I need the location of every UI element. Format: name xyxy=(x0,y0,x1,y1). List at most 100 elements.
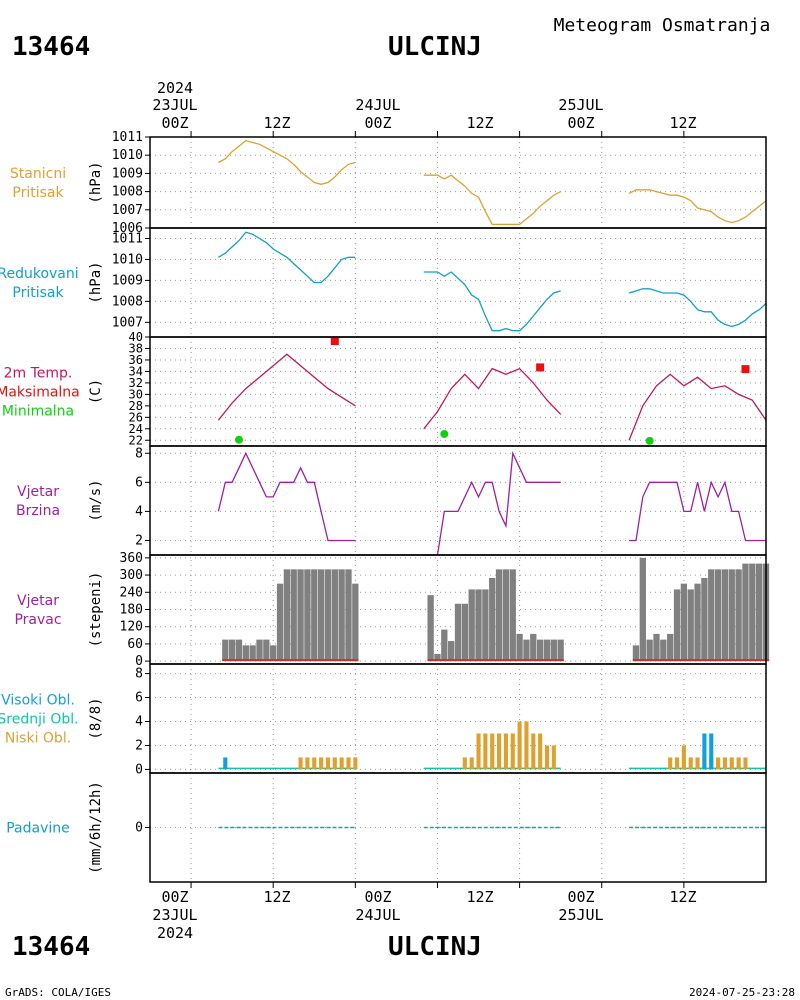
direction-bar xyxy=(454,603,462,662)
direction-bar xyxy=(653,633,660,662)
low-cloud-bar xyxy=(668,757,673,770)
low-cloud-bar xyxy=(332,757,337,770)
low-cloud-bar xyxy=(325,757,331,770)
station_pressure-ylabel: (hPa) xyxy=(88,161,104,203)
station_pressure-label-1: Pritisak xyxy=(12,185,64,201)
direction-bar xyxy=(324,569,332,662)
direction-bar xyxy=(304,569,311,662)
bottom-hour-label-6: 12Z xyxy=(669,888,696,906)
wind_direction-ytick-label: 120 xyxy=(120,620,143,635)
reduced_pressure-series-line-0 xyxy=(218,231,356,284)
clouds-label-1: Srednji Obl. xyxy=(0,712,79,728)
low-cloud-bar xyxy=(346,757,351,770)
wind_speed-label-0: Vjetar xyxy=(17,484,59,500)
temperature-ytick-label: 38 xyxy=(129,341,143,355)
direction-bar xyxy=(331,569,338,662)
tmax-marker-0 xyxy=(330,337,339,346)
top-hour-label-1: 00Z xyxy=(161,114,188,132)
direction-bar xyxy=(242,645,249,662)
top-date-label-3: 25JUL xyxy=(558,96,603,114)
wind_speed-ytick-label: 8 xyxy=(135,446,143,461)
low-cloud-bar xyxy=(688,757,693,770)
wind_direction-ytick-label: 60 xyxy=(127,637,143,652)
station_pressure-ytick-label: 1009 xyxy=(112,166,143,181)
footer-station-id: 13464 xyxy=(12,932,90,962)
low-cloud-bar xyxy=(319,757,324,770)
clouds-ylabel: (8/8) xyxy=(88,697,104,739)
wind_direction-ytick-label: 360 xyxy=(120,551,143,566)
top-year-label: 2024 xyxy=(157,79,193,97)
temperature-series-line-2 xyxy=(628,373,767,441)
top-date-label-2: 24JUL xyxy=(355,96,400,114)
direction-bar xyxy=(290,569,297,662)
low-cloud-bar xyxy=(551,745,556,770)
temperature-ytick-label: 22 xyxy=(129,433,143,447)
low-cloud-bar xyxy=(497,733,502,770)
direction-bar xyxy=(317,569,325,662)
station_pressure-frame xyxy=(149,136,767,229)
direction-bar xyxy=(694,583,701,662)
temperature-label-1: Maksimalna xyxy=(0,385,80,401)
high-cloud-bar xyxy=(702,733,707,770)
clouds-ytick-label: 0 xyxy=(135,762,143,777)
temperature-ylabel: (C) xyxy=(88,379,104,404)
direction-bar xyxy=(502,569,510,662)
timestamp-label: 2024-07-25-23:28 xyxy=(689,986,795,999)
direction-bar xyxy=(639,557,646,662)
wind_speed-ylabel: (m/s) xyxy=(88,479,104,521)
wind_direction-label-0: Vjetar xyxy=(17,593,59,609)
precipitation-label-0: Padavine xyxy=(6,821,70,837)
direction-bar xyxy=(756,563,763,662)
reduced_pressure-frame xyxy=(149,227,767,338)
wind_speed-series-line-0 xyxy=(217,451,356,542)
station_pressure-label-0: Stanicni xyxy=(10,166,66,182)
temperature-label-2: Minimalna xyxy=(2,404,74,420)
clouds-frame xyxy=(149,663,767,774)
bottom-hour-label-1: 00Z xyxy=(161,888,188,906)
direction-bar xyxy=(283,569,291,662)
low-cloud-bar xyxy=(517,721,522,770)
direction-bar xyxy=(448,641,455,662)
tmax-marker-1 xyxy=(536,363,545,372)
wind_direction-ytick-label: 0 xyxy=(135,654,143,669)
low-cloud-bar xyxy=(510,733,515,770)
precipitation-frame xyxy=(149,772,767,883)
reduced_pressure-label-1: Pritisak xyxy=(12,285,64,301)
low-cloud-bar xyxy=(483,733,488,770)
low-cloud-bar xyxy=(305,757,310,770)
low-cloud-bar xyxy=(476,733,481,770)
reduced_pressure-series-line-1 xyxy=(423,271,561,332)
reduced_pressure-series-line-2 xyxy=(628,288,767,328)
direction-bar xyxy=(461,603,468,662)
temperature-ytick-label: 40 xyxy=(129,330,143,344)
direction-bar xyxy=(742,563,749,662)
direction-bar xyxy=(646,639,653,662)
reduced_pressure-ylabel: (hPa) xyxy=(88,261,104,303)
station_pressure-ytick-label: 1006 xyxy=(112,221,143,236)
bottom-hour-label-5: 00Z xyxy=(567,888,594,906)
reduced_pressure-panel: 1007 1008 1009 1010 1011 (hPa) Redukovani Priti… xyxy=(0,227,767,338)
clouds-label-0: Visoki Obl. xyxy=(1,693,75,709)
wind_speed-series-line-1 xyxy=(423,450,561,556)
direction-bar xyxy=(345,569,352,662)
direction-bar xyxy=(530,633,537,662)
temperature-ytick-label: 30 xyxy=(129,387,143,401)
direction-bar xyxy=(338,569,345,662)
low-cloud-bar xyxy=(722,757,727,770)
bottom-hour-label-4: 12Z xyxy=(466,888,493,906)
low-cloud-bar xyxy=(339,757,344,770)
wind_speed-frame xyxy=(149,445,767,556)
low-cloud-bar xyxy=(544,745,550,770)
wind_direction-ytick-label: 240 xyxy=(120,585,143,600)
direction-bar xyxy=(536,639,544,662)
meteogram-title: Meteogram Osmatranja xyxy=(554,15,771,36)
wind_direction-panel: 0 60 120 180 240 300 360 (stepeni) Vjetar Pravac xyxy=(14,551,770,669)
top-hour-label-4: 12Z xyxy=(466,114,493,132)
bottom-date-label-1: 23JUL xyxy=(152,906,197,924)
station_pressure-series-line-2 xyxy=(628,189,767,224)
temperature-ytick-label: 26 xyxy=(129,410,143,424)
temperature-ytick-label: 32 xyxy=(129,376,143,390)
direction-bar xyxy=(352,583,359,662)
